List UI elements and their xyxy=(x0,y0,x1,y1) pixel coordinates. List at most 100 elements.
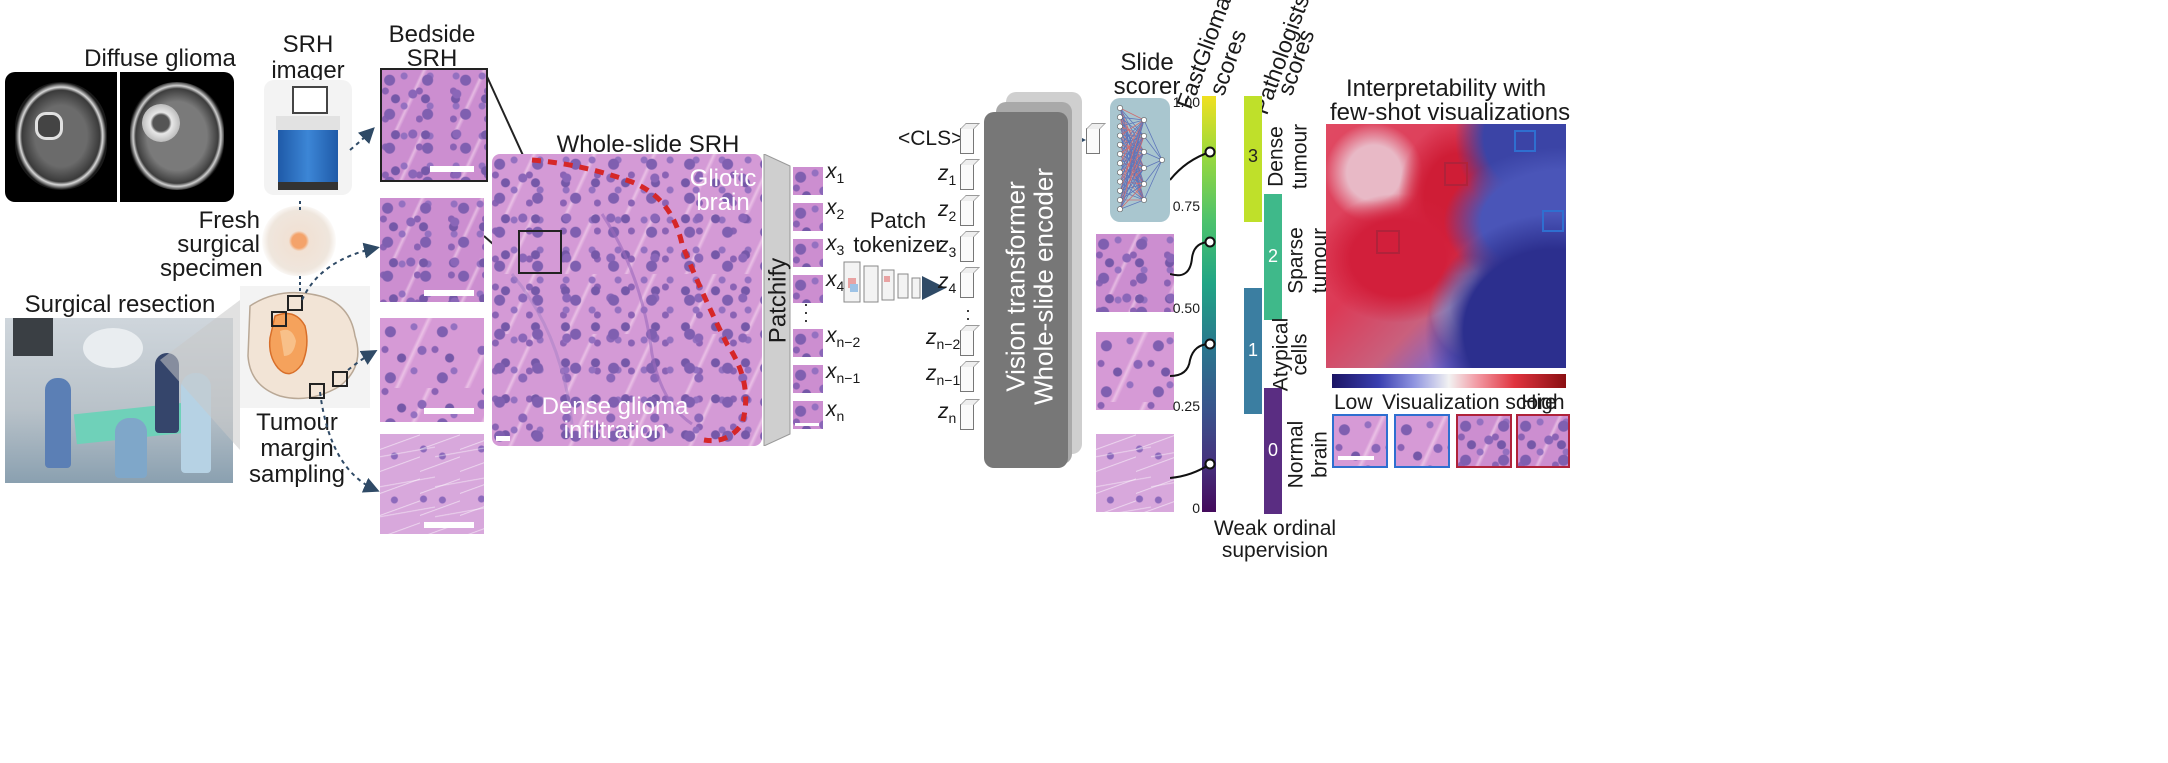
vis-score-label: Visualization score xyxy=(1382,391,1557,414)
patchify-label: Patchify xyxy=(764,257,792,344)
mlp-edge xyxy=(1119,119,1145,182)
token-label: z1 xyxy=(938,162,957,189)
token-cube xyxy=(960,272,974,298)
slide-scorer-mlp xyxy=(1110,98,1170,222)
pathologist-name: brain xyxy=(1308,431,1332,478)
fresh-label-3: specimen xyxy=(160,255,263,282)
fresh-specimen-photo xyxy=(262,206,336,276)
mlp-edge xyxy=(1119,119,1145,127)
mlp-node xyxy=(1117,151,1123,157)
patch-tile xyxy=(792,238,824,268)
patch-tokenizer-label-2: tokenizer xyxy=(853,232,943,257)
score-patch-2 xyxy=(1096,332,1174,410)
pathologist-name: tumour xyxy=(1288,123,1312,190)
cls-token xyxy=(960,128,974,154)
mlp-edge xyxy=(1119,119,1145,136)
score-tick: 0.75 xyxy=(1172,198,1200,214)
mlp-edge xyxy=(1119,135,1145,155)
tumour-label-3: sampling xyxy=(248,461,346,488)
mlp-edge xyxy=(1143,119,1163,161)
mlp-edge xyxy=(1143,151,1163,161)
mlp-node xyxy=(1141,197,1147,203)
mlp-node xyxy=(1141,149,1147,155)
patch-tokenizer-cnn xyxy=(843,261,921,303)
patch-tile xyxy=(792,400,824,430)
mlp-edge xyxy=(1143,159,1163,201)
patch-tile xyxy=(792,364,824,394)
whole-slide-image xyxy=(492,154,762,446)
encoder-block xyxy=(984,112,1068,468)
weak-supervision-label-2: supervision xyxy=(1221,539,1329,562)
mlp-edge xyxy=(1119,135,1145,201)
score-patch-1 xyxy=(1096,234,1174,312)
heatmap-box-blue xyxy=(1542,210,1564,232)
patch-label: x2 xyxy=(826,196,845,223)
high-label: High xyxy=(1521,391,1565,414)
vis-patch-blue-1 xyxy=(1332,414,1388,468)
mlp-node xyxy=(1141,181,1147,187)
mlp-edge xyxy=(1143,159,1163,185)
mlp-edge xyxy=(1119,119,1145,164)
score-tick: 0.50 xyxy=(1172,300,1200,316)
patch-tile xyxy=(792,274,824,304)
dense-infil-label-1: Dense glioma xyxy=(541,393,689,420)
heatmap-box-red xyxy=(1444,162,1468,186)
heatmap-box-blue xyxy=(1514,130,1536,152)
fresh-label-2: surgical xyxy=(177,231,260,258)
mlp-edge xyxy=(1119,135,1145,210)
vis-patch-red-1 xyxy=(1456,414,1512,468)
score-patch-3 xyxy=(1096,434,1174,512)
cls-output-token xyxy=(1086,128,1100,154)
mlp-node xyxy=(1117,169,1123,176)
mlp-edge xyxy=(1119,144,1145,153)
mlp-edge xyxy=(1119,116,1145,121)
srh-imager-photo xyxy=(264,80,352,195)
mlp-node xyxy=(1141,133,1147,139)
sample-box-2 xyxy=(271,311,287,327)
srh-patch-3 xyxy=(380,434,484,534)
tumour-label-1: Tumour xyxy=(256,409,338,436)
brain-sampling-illustration xyxy=(240,286,370,408)
weak-supervision-label-1: Weak ordinal xyxy=(1213,517,1337,540)
token-cube xyxy=(960,164,974,190)
srh-patch-1 xyxy=(380,198,484,302)
token-cube xyxy=(960,366,974,392)
mlp-edge xyxy=(1119,151,1145,155)
vit-label-2: Whole-slide encoder xyxy=(1028,168,1059,406)
token-cube xyxy=(960,330,974,356)
mlp-node xyxy=(1117,187,1123,194)
mlp-edge xyxy=(1119,151,1145,173)
mlp-node xyxy=(1117,206,1123,213)
mlp-edge xyxy=(1143,135,1163,161)
mlp-node xyxy=(1117,105,1123,111)
mlp-node xyxy=(1117,160,1123,167)
mlp-node xyxy=(1117,114,1123,121)
patchify-shape xyxy=(763,154,791,446)
mlp-edge xyxy=(1119,107,1145,121)
heatmap-box-red xyxy=(1376,230,1400,254)
tumour-label-2: margin xyxy=(260,435,334,462)
mlp-edge xyxy=(1143,159,1163,169)
patch-tokenizer-label-1: Patch xyxy=(869,208,927,233)
mlp-edge xyxy=(1119,135,1145,146)
low-label: Low xyxy=(1334,391,1373,414)
mlp-edge xyxy=(1119,167,1145,210)
patch-label: x3 xyxy=(826,232,845,259)
mlp-node xyxy=(1117,132,1123,139)
slide-scorer-label-2: scorer xyxy=(1113,73,1181,100)
score-tick: 0 xyxy=(1192,500,1200,516)
sampling-cone xyxy=(160,300,240,450)
token-cube xyxy=(960,236,974,262)
pathologist-bar-1: 1 xyxy=(1244,288,1262,414)
gliotic-label-1: Gliotic xyxy=(689,165,757,192)
gliotic-label-2: brain xyxy=(696,189,750,216)
mlp-edge xyxy=(1119,119,1145,173)
diffuse-glioma-label: Diffuse glioma xyxy=(84,45,236,72)
mlp-edge xyxy=(1119,119,1145,146)
cls-token-label: <CLS> xyxy=(898,127,964,150)
sample-box-4 xyxy=(309,383,325,399)
patch-label: xn−2 xyxy=(826,324,861,351)
slide-scorer-label-1: Slide xyxy=(1120,49,1174,76)
mlp-node xyxy=(1159,157,1165,163)
